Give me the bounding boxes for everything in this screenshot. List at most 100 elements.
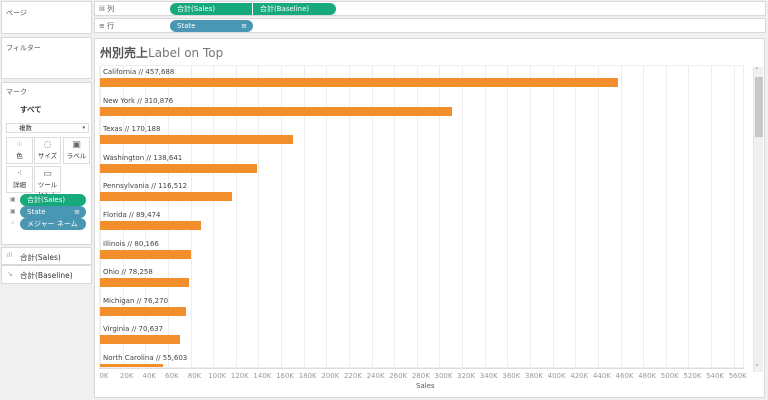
gridline (643, 66, 645, 367)
marks-card-baseline[interactable]: ↘ 合計(Baseline) (1, 265, 92, 284)
columns-shelf-label: iii 列 (99, 5, 115, 13)
gridline (530, 66, 531, 367)
bar-label: Texas // 170,188 (103, 125, 161, 134)
bar-label: Florida // 89,474 (103, 211, 161, 219)
columns-shelf: iii 列 合計(Sales) 合計(Baseline) (94, 1, 766, 16)
x-tick: 400K (547, 372, 566, 380)
chart-title: 州別売上Label on Top (100, 46, 224, 60)
bar-label: New York // 310,876 (103, 96, 174, 105)
label-button[interactable]: ▣ ラベル (63, 137, 90, 164)
gridline (665, 66, 667, 367)
x-tick: 160K (276, 372, 295, 380)
bar-california[interactable] (100, 78, 618, 87)
x-tick: 60K (165, 372, 179, 380)
size-button[interactable]: ◌ サイズ (34, 137, 61, 164)
tooltip-icon: ▭ (43, 169, 52, 179)
bar-north-carolina[interactable] (100, 364, 163, 367)
gridline (416, 66, 418, 367)
x-tick: 380K (525, 372, 543, 380)
x-tick: 140K (253, 372, 272, 380)
sort-icon: ≡ (241, 22, 247, 30)
x-tick: 220K (343, 372, 362, 380)
marks-all-tab[interactable]: すべて (20, 105, 42, 114)
scroll-up-icon[interactable]: ˄ (755, 67, 759, 75)
gridline (281, 66, 283, 367)
bar-illinois[interactable] (100, 249, 191, 259)
gridline (597, 66, 599, 367)
marks-pill-sales[interactable]: 合計(Sales) (20, 194, 86, 206)
bar-washington[interactable] (100, 163, 257, 173)
bar-michigan[interactable] (100, 306, 187, 316)
gridline (303, 66, 305, 367)
rows-pill-state[interactable]: State ≡ (170, 20, 253, 32)
x-tick: 180K (298, 372, 317, 380)
color-icon: ⁘ (10, 220, 16, 227)
rows-shelf: ≡ 行 State ≡ (94, 18, 766, 33)
gridline (620, 66, 622, 367)
bar-texas[interactable] (100, 135, 293, 145)
columns-pill-baseline[interactable]: 合計(Baseline) (253, 3, 336, 15)
x-tick: 540K (706, 372, 725, 380)
x-tick: 260K (389, 372, 408, 380)
x-tick: 480K (638, 372, 657, 380)
gridline (439, 66, 441, 367)
gridline (348, 66, 350, 367)
vertical-scrollbar[interactable]: ˄ ˅ (753, 67, 763, 372)
gridline (688, 66, 690, 367)
bar-ohio[interactable] (100, 278, 189, 288)
x-tick: 200K (321, 372, 340, 380)
gridline (711, 66, 713, 367)
marks-label: マーク (6, 88, 27, 96)
x-axis: 0K 20K 40K 60K 80K 100K 120K 140K 160K 180K 200K 22… (99, 368, 747, 380)
scrollbar-thumb[interactable] (755, 77, 763, 137)
x-tick: 340K (479, 372, 498, 380)
pages-label: ページ (6, 9, 27, 17)
scroll-down-icon[interactable]: ˅ (755, 364, 759, 372)
bar-label: Virginia // 70,637 (103, 325, 164, 334)
chart-view: 州別売上Label on Top California // 457,688 Ne… (94, 38, 765, 398)
gridline (167, 66, 169, 367)
bar-pennsylvania[interactable] (100, 192, 232, 202)
marks-pill-measure-names[interactable]: メジャー ネーム (20, 218, 86, 230)
x-tick: 120K (230, 372, 249, 380)
x-tick: 280K (411, 372, 430, 380)
label-icon: ▣ (10, 196, 16, 203)
bar-new-york[interactable] (100, 106, 452, 116)
gridline (145, 66, 147, 367)
plot-area: California // 457,688 New York // 310,876… (99, 65, 744, 368)
bar-florida[interactable] (100, 221, 202, 230)
detail-icon: ⁖ (16, 169, 23, 179)
gridline (235, 66, 237, 367)
chevron-down-icon: ▾ (82, 125, 85, 131)
gridline (575, 66, 577, 367)
bar-virginia[interactable] (100, 335, 180, 345)
x-tick: 460K (615, 372, 634, 380)
x-tick: 100K (208, 372, 227, 380)
filters-card: フィルター (1, 37, 92, 79)
x-axis-title: Sales (416, 382, 435, 390)
columns-icon: iii (99, 5, 105, 13)
color-icon: ⁘ (15, 140, 24, 150)
mark-type-dropdown[interactable]: 複数 ▾ (6, 123, 89, 133)
x-tick: 20K (119, 372, 134, 380)
gridline (213, 66, 215, 367)
gridline (462, 66, 464, 367)
columns-pill-sales[interactable]: 合計(Sales) (170, 3, 252, 15)
sort-icon: ≡ (74, 208, 80, 216)
bar-label: Ohio // 78,258 (103, 268, 153, 277)
x-tick: 240K (366, 372, 385, 380)
gridline (507, 66, 509, 367)
gridline (733, 66, 735, 367)
marks-pill-state[interactable]: State ≡ (20, 206, 86, 218)
x-tick: 300K (434, 372, 453, 380)
marks-card: マーク すべて 複数 ▾ ⁘色 ◌サイズ ▣ラベル ⁖詳細 ▭ツールヒント ▣ … (1, 82, 92, 245)
tooltip-button[interactable]: ▭ツールヒント (34, 166, 61, 199)
gridline (190, 66, 192, 367)
marks-card-sales[interactable]: ıll 合計(Sales) (1, 247, 92, 265)
gridline (326, 66, 328, 367)
detail-button[interactable]: ⁖ 詳細 (6, 166, 33, 193)
color-button[interactable]: ⁘ 色 (6, 137, 33, 164)
x-tick: 560K (728, 372, 747, 380)
gridline (122, 66, 124, 367)
x-tick: 360K (502, 372, 521, 380)
